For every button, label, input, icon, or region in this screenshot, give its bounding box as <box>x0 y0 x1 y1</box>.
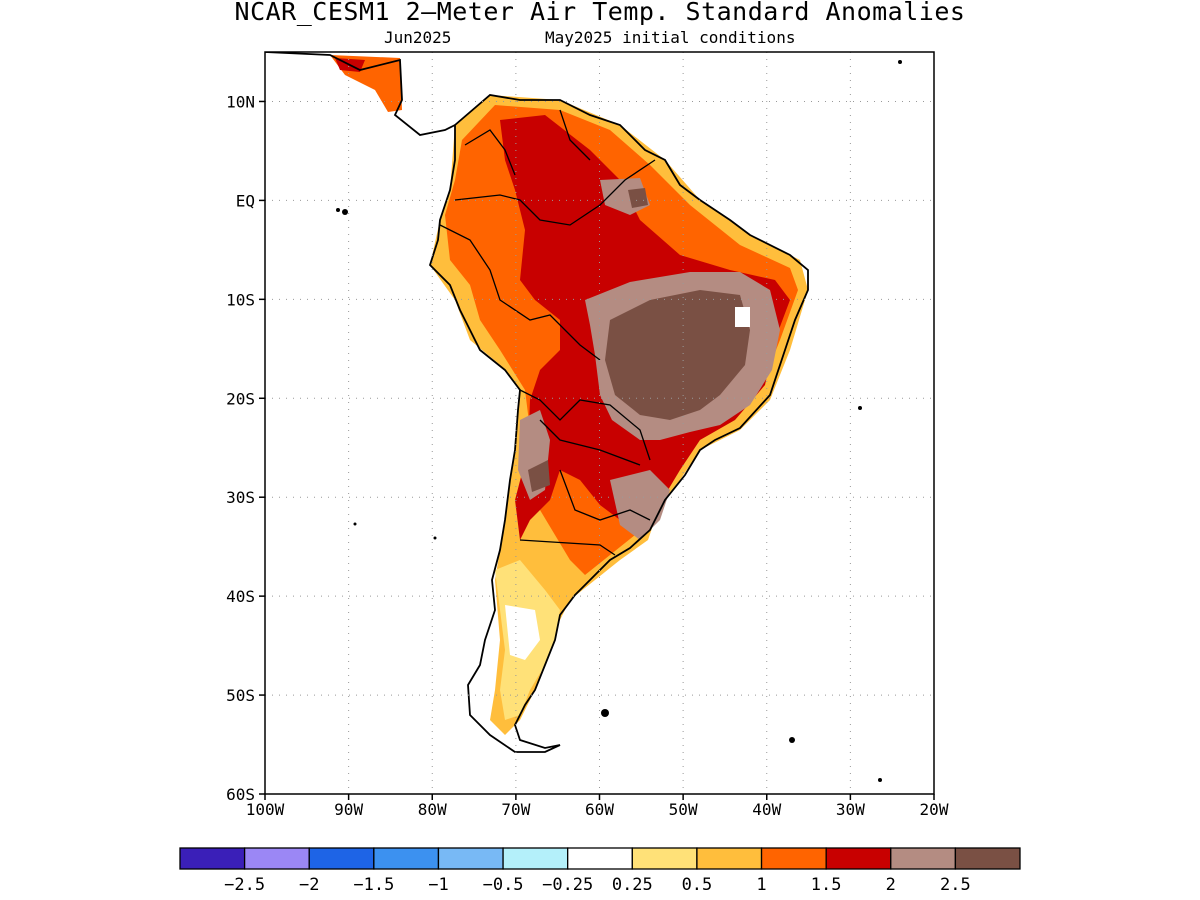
colorbar-label: 2.5 <box>940 875 971 895</box>
colorbar-swatch <box>243 847 310 870</box>
land-anomaly-near-zero-patch <box>735 307 750 327</box>
y-tick-label: 20S <box>226 389 255 408</box>
x-tick-label: 100W <box>246 800 285 819</box>
land-anomaly-max-south <box>528 460 550 492</box>
x-tick-label: 60W <box>585 800 614 819</box>
map-title: NCAR_CESM1 2—Meter Air Temp. Standard An… <box>234 0 966 26</box>
colorbar-label: 1 <box>756 875 766 895</box>
x-tick-label: 80W <box>418 800 447 819</box>
colorbar-swatch <box>437 847 504 870</box>
y-tick-label: 60S <box>226 785 255 804</box>
country-borders <box>439 109 656 556</box>
land-anomaly-near-zero <box>505 605 540 660</box>
x-tick-label: 40W <box>752 800 781 819</box>
y-tick-label: 40S <box>226 587 255 606</box>
colorbar-swatch <box>373 847 440 870</box>
x-tick-label: 30W <box>836 800 865 819</box>
islands <box>336 60 902 782</box>
y-tick-label: EQ <box>236 191 255 210</box>
colorbar-label: 2 <box>886 875 896 895</box>
x-tick-label: 50W <box>669 800 698 819</box>
colorbar-swatch <box>502 847 569 870</box>
colorbar-swatch <box>631 847 698 870</box>
y-tick-label: 30S <box>226 488 255 507</box>
colorbar-label: 0.5 <box>682 875 713 895</box>
valid-month-label: Jun2025 <box>384 28 452 47</box>
land-anomaly-max-small <box>628 188 648 208</box>
y-tick-label: 50S <box>226 686 255 705</box>
x-tick-label: 20W <box>920 800 949 819</box>
colorbar-label: −0.25 <box>542 875 593 895</box>
graticule <box>265 52 934 794</box>
colorbar-swatch <box>825 847 892 870</box>
colorbar-label: −1.5 <box>353 875 394 895</box>
colorbar-label: −2 <box>299 875 319 895</box>
colorbar: −2.5 −2 −1.5 −1 −0.5 −0.25 0.25 0.5 1 1.5 2 2.5 <box>179 847 1021 895</box>
colorbar-swatch <box>760 847 827 870</box>
anomaly-field <box>330 55 808 735</box>
colorbar-swatch <box>890 847 957 870</box>
y-tick-label: 10S <box>226 290 255 309</box>
coastlines <box>265 52 809 753</box>
colorbar-swatch <box>179 847 246 870</box>
land-anomaly-max <box>605 290 750 420</box>
x-tick-label: 90W <box>334 800 363 819</box>
colorbar-label: −1 <box>428 875 448 895</box>
colorbar-swatch <box>696 847 763 870</box>
colorbar-swatch <box>308 847 375 870</box>
y-tick-label: 10N <box>226 92 255 111</box>
x-tick-label: 70W <box>501 800 530 819</box>
colorbar-swatch <box>567 847 633 870</box>
land-anomaly-2.5-plus-south <box>610 470 670 540</box>
axis-ticks: 100W 90W 80W 70W 60W 50W 40W 30W 20W 10N EQ 10S 20S 3… <box>226 92 949 819</box>
colorbar-label: 1.5 <box>811 875 842 895</box>
colorbar-label: −2.5 <box>224 875 265 895</box>
colorbar-swatch <box>954 847 1021 870</box>
init-conditions-label: May2025 initial conditions <box>545 28 796 47</box>
colorbar-label: 0.25 <box>612 875 653 895</box>
colorbar-label: −0.5 <box>483 875 524 895</box>
